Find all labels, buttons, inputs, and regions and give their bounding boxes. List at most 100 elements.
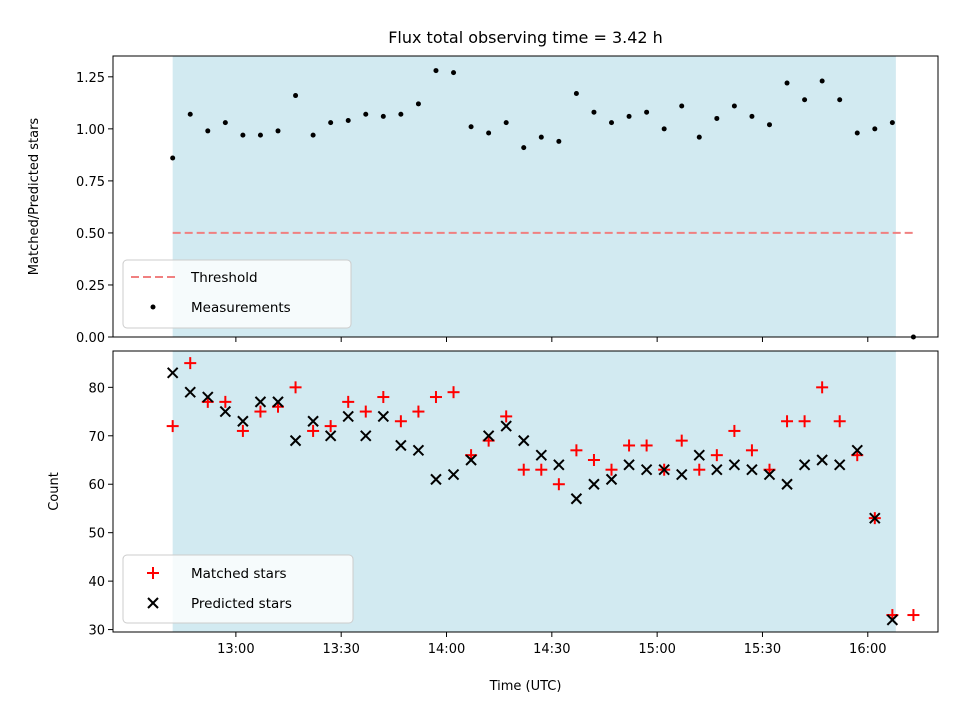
count-y-axis-label: Count	[47, 472, 62, 511]
matched-star-point	[640, 439, 653, 452]
ratio-x-ticks	[235, 337, 869, 342]
count-legend: Matched stars Predicted stars	[122, 554, 354, 624]
predicted-star-point	[430, 473, 442, 486]
measurement-point	[696, 134, 702, 140]
predicted-star-point	[184, 386, 196, 398]
count-x-tick-label: 16:00	[849, 642, 886, 657]
measurement-point	[170, 155, 176, 161]
predicted-star-point	[570, 493, 583, 505]
predicted-star-point	[518, 434, 530, 447]
matched-star-point	[833, 415, 846, 428]
matched-star-point	[254, 405, 267, 418]
measurement-point	[626, 113, 632, 119]
predicted-star-point	[500, 420, 512, 432]
measurement-point	[784, 80, 790, 86]
count-y-tick-label: 40	[88, 575, 105, 590]
predicted-star-point	[535, 449, 548, 461]
measurement-point	[679, 103, 685, 109]
matched-star-point	[394, 415, 407, 428]
measurement-point	[187, 111, 193, 117]
predicted-star-point	[465, 454, 477, 466]
matched-star-point	[289, 381, 302, 394]
count-x-ticks: 13:00 13:30 14:00 14:30 15:00 15:30 16:00	[217, 632, 887, 657]
count-panel: 30 40 50 60 70 80 13:00 13:30 14:00 14:30 15:00 15…	[47, 350, 939, 694]
predicted-star-point	[728, 459, 741, 471]
predicted-star-point	[676, 468, 688, 481]
ratio-panel: 0.00 0.25 0.50 0.75 1.00 1.25 Flux total obse…	[27, 28, 939, 346]
ratio-y-axis-label: Matched/Predicted stars	[27, 118, 42, 276]
measurement-point	[837, 97, 843, 103]
predicted-star-point	[307, 415, 319, 427]
measurement-point	[609, 120, 615, 126]
predicted-star-point	[324, 430, 337, 442]
measurement-point	[433, 68, 439, 74]
predicted-star-point	[254, 396, 267, 408]
measurement-point	[398, 111, 404, 117]
count-legend-box	[122, 554, 354, 624]
predicted-star-point	[658, 463, 670, 476]
matched-star-point	[429, 391, 442, 404]
measurement-point	[854, 130, 860, 136]
matched-star-point	[166, 420, 179, 433]
predicted-star-point	[605, 473, 618, 486]
measurement-point	[293, 93, 299, 99]
legend-matched-swatch	[147, 567, 159, 579]
predicted-star-point	[272, 396, 284, 408]
matched-star-point	[552, 478, 565, 491]
measurement-point	[872, 126, 878, 132]
predicted-star-point	[219, 405, 232, 418]
ratio-y-tick-label: 1.00	[76, 123, 105, 138]
matched-star-point	[219, 395, 232, 408]
measurement-points	[170, 68, 916, 340]
matched-star-point	[623, 439, 636, 452]
predicted-star-point	[166, 367, 179, 379]
predicted-star-point	[711, 463, 723, 476]
ratio-y-tick-label: 0.25	[76, 279, 105, 294]
ratio-legend-box	[122, 259, 352, 329]
predicted-star-point	[377, 410, 390, 423]
predicted-star-point	[360, 430, 372, 442]
predicted-star-point	[482, 430, 495, 442]
measurement-point	[363, 111, 369, 117]
matched-star-point	[447, 386, 460, 399]
matched-star-point	[535, 463, 548, 476]
count-panel-frame	[112, 350, 939, 633]
count-x-tick-label: 14:00	[428, 642, 465, 657]
count-y-tick-label: 50	[88, 527, 105, 542]
measurement-point	[538, 134, 544, 140]
predicted-star-point	[412, 444, 425, 457]
predicted-star-point	[640, 463, 653, 476]
measurement-point	[819, 78, 825, 84]
predicted-star-point	[588, 478, 600, 490]
ratio-y-tick-label: 0.75	[76, 175, 105, 190]
measurement-point	[257, 132, 263, 138]
predicted-star-point	[553, 459, 565, 471]
measurement-point	[766, 122, 772, 128]
matched-star-point	[745, 444, 758, 457]
predicted-star-point	[342, 410, 354, 423]
measurement-point	[731, 103, 737, 109]
measurement-point	[591, 109, 597, 115]
predicted-star-point	[289, 434, 302, 447]
count-x-tick-label: 14:30	[533, 642, 570, 657]
matched-star-point	[412, 405, 425, 418]
predicted-star-point	[781, 478, 793, 490]
predicted-star-point	[833, 459, 846, 471]
legend-predicted-swatch	[147, 597, 159, 609]
measurement-point	[468, 124, 474, 130]
measurement-point	[661, 126, 667, 132]
measurement-point	[556, 138, 562, 144]
matched-star-point	[587, 454, 600, 467]
predicted-star-point	[237, 415, 249, 427]
predicted-star-point	[851, 444, 863, 457]
predicted-star-point	[763, 468, 776, 481]
matched-star-point	[517, 463, 530, 476]
ratio-y-tick-label: 0.50	[76, 227, 105, 242]
matched-star-point	[359, 405, 372, 418]
chart-title: Flux total observing time = 3.42 h	[388, 28, 663, 47]
count-y-tick-label: 70	[88, 430, 105, 445]
measurement-point	[240, 132, 246, 138]
measurement-point	[889, 120, 895, 126]
measurement-point	[749, 113, 755, 119]
